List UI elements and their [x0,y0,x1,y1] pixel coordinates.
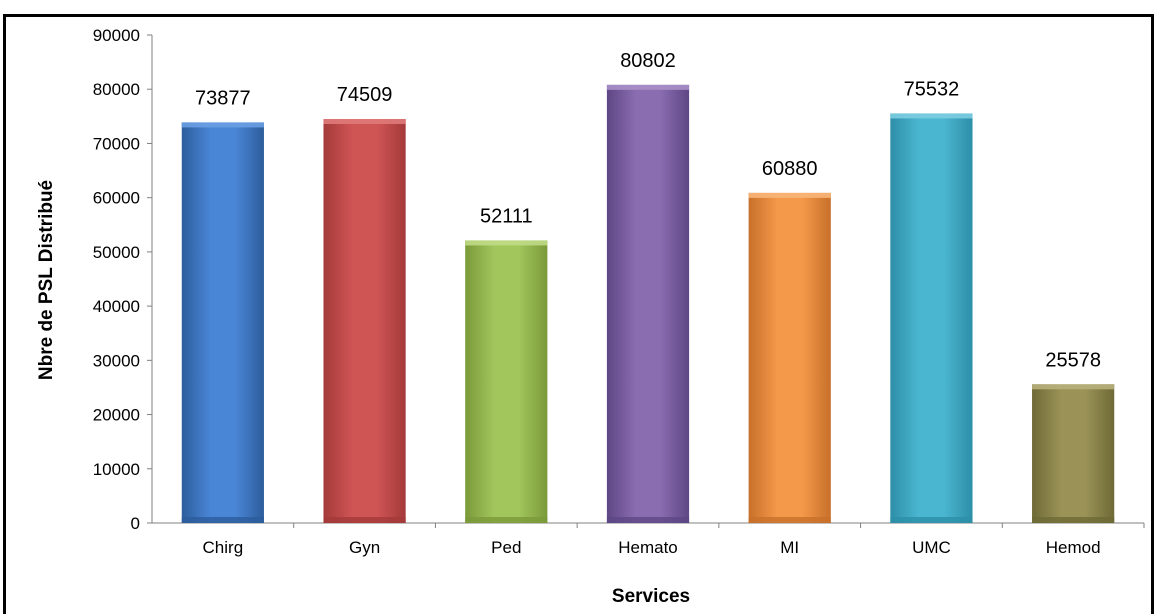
data-label: 25578 [1045,349,1101,371]
bar-top-bevel [748,192,831,198]
bar-top-bevel [606,84,690,90]
bar-body [1032,384,1115,523]
y-tick-label: 20000 [93,406,140,425]
bar-top-bevel [465,240,548,246]
x-tick-label: Hemod [1046,538,1101,557]
bar-body [465,240,548,524]
bar-top-bevel [890,113,973,119]
y-tick-label: 10000 [93,460,140,479]
y-axis: 0 10000 20000 30000 40000 50000 60000 70000 8000… [93,26,153,533]
data-label: 73877 [195,87,251,109]
x-tick-label: Ped [491,538,521,557]
bar-hemod [1032,384,1115,523]
x-tick-label: MI [780,538,799,557]
y-tick-label: 70000 [93,134,140,153]
bar-top-bevel [1032,384,1115,390]
x-tick-label: UMC [912,538,951,557]
bar-bottom-shade [323,517,406,523]
data-labels: 73877 74509 52111 80802 60880 75532 25578 [195,50,1101,371]
x-tick-label: Chirg [203,538,244,557]
y-tick-label: 30000 [93,351,140,370]
bar-bottom-shade [1032,517,1115,523]
bar-body [606,84,690,523]
y-axis-title: Nbre de PSL Distribué [36,180,57,380]
y-tick-label: 50000 [93,243,140,262]
y-tick-label: 60000 [93,189,140,208]
bar-gyn [323,118,406,524]
data-label: 75532 [904,78,960,100]
bar-bottom-shade [606,517,690,523]
x-tick-label: Gyn [349,538,380,557]
bars [181,84,1115,524]
bar-body [181,122,264,523]
bar-bottom-shade [748,517,831,523]
data-label: 80802 [620,50,676,72]
bar-top-bevel [323,118,406,124]
bar-body [890,113,973,524]
y-tick-label: 80000 [93,80,140,99]
bar-bottom-shade [465,517,548,523]
data-label: 74509 [337,84,393,106]
bar-body [323,118,406,524]
bar-bottom-shade [890,517,973,523]
bar-ped [465,240,548,524]
x-tick-label: Hemato [618,538,678,557]
y-tick-label: 90000 [93,26,140,45]
bar-chirg [181,122,264,523]
bar-umc [890,113,973,524]
x-axis-title: Services [612,586,690,605]
bar-top-bevel [181,122,264,128]
bar-body [748,192,831,523]
y-tick-label: 40000 [93,297,140,316]
bar-hemato [606,84,690,523]
bar-mi [748,192,831,523]
x-axis: Chirg Gyn Ped Hemato MI UMC Hemod [152,522,1145,557]
data-label: 60880 [762,158,818,180]
data-label: 52111 [480,205,533,227]
y-tick-label: 0 [131,514,140,533]
bar-bottom-shade [181,517,264,523]
